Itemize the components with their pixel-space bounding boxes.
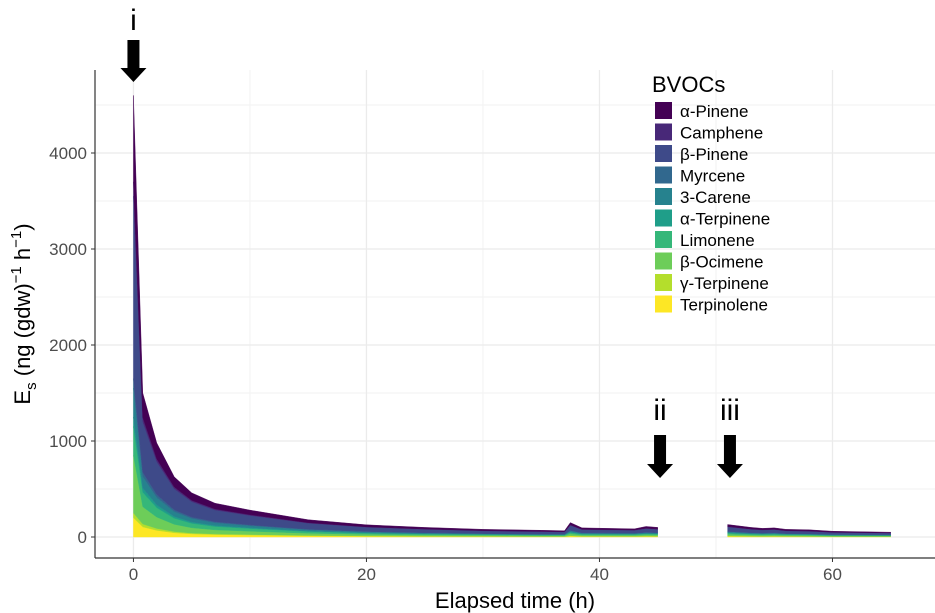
area--pinene xyxy=(133,196,658,535)
areas xyxy=(133,95,891,538)
y-tick-label: 1000 xyxy=(49,432,87,451)
legend-label: β-Pinene xyxy=(680,145,748,164)
legend-label: Terpinolene xyxy=(680,296,768,315)
legend-key xyxy=(655,188,672,205)
x-tick-label: 20 xyxy=(357,565,376,584)
legend-label: α-Pinene xyxy=(680,102,748,121)
grid xyxy=(95,70,935,558)
down-arrow-icon xyxy=(647,435,674,478)
legend-key xyxy=(655,209,672,227)
annotation-label: i xyxy=(130,4,137,37)
y-tick-label: 4000 xyxy=(49,144,87,163)
legend-label: γ-Terpinene xyxy=(680,274,769,293)
x-axis-title: Elapsed time (h) xyxy=(435,588,595,613)
legend-key xyxy=(655,145,672,162)
area-camphene xyxy=(133,181,658,533)
x-tick-label: 60 xyxy=(823,565,842,584)
legend-label: Myrcene xyxy=(680,167,745,186)
down-arrow-icon xyxy=(120,40,147,82)
legend-key xyxy=(655,252,672,270)
down-arrow-icon xyxy=(716,435,743,478)
legend-key xyxy=(655,295,672,313)
legend: BVOCs α-Pinene Camphene β-Pinene Myrcene 3-C… xyxy=(652,72,770,315)
area--pinene xyxy=(133,95,658,532)
y-tick-label: 3000 xyxy=(49,240,87,259)
legend-label: α-Terpinene xyxy=(680,210,770,229)
legend-key xyxy=(655,102,672,119)
y-axis-title: Es (ng (gdw)−1 h−1) xyxy=(8,223,40,404)
legend-label: β-Ocimene xyxy=(680,253,763,272)
legend-key xyxy=(655,274,672,291)
legend-title: BVOCs xyxy=(652,72,725,97)
x-tick-label: 40 xyxy=(590,565,609,584)
annotation-label: ii xyxy=(653,394,666,427)
legend-label: Camphene xyxy=(680,124,763,143)
area--pinene xyxy=(727,524,891,534)
annotation-label: iii xyxy=(720,394,740,427)
x-tick-label: 0 xyxy=(129,565,138,584)
legend-key xyxy=(655,231,672,248)
ticks: 0 1000 2000 3000 4000 0 20 40 60 xyxy=(49,144,842,584)
legend-label: 3-Carene xyxy=(680,188,751,207)
y-tick-label: 2000 xyxy=(49,336,87,355)
y-tick-label: 0 xyxy=(78,528,87,547)
legend-key xyxy=(655,123,672,141)
annotations: iii iii xyxy=(120,4,743,478)
legend-label: Limonene xyxy=(680,231,755,250)
legend-key xyxy=(655,166,672,184)
